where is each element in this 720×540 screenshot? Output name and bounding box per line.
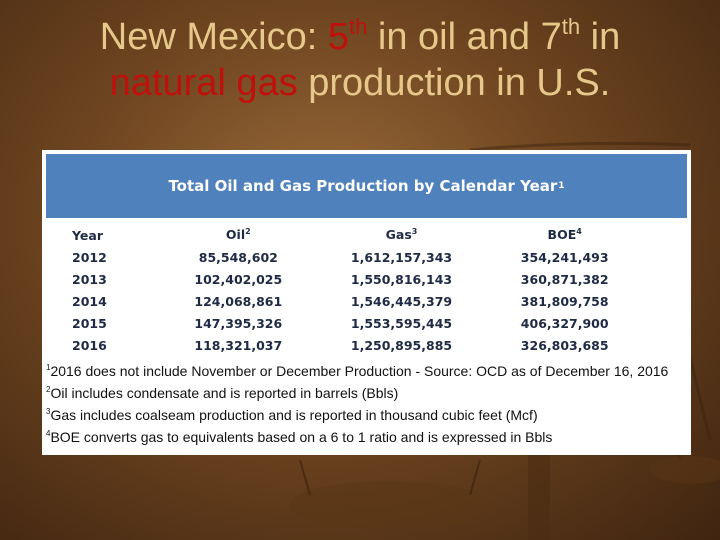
cell-year: 2014: [72, 293, 107, 309]
table-row: 2014 124,068,861 1,546,445,379 381,809,7…: [46, 290, 646, 312]
cell-boe: 360,871,382: [520, 271, 609, 287]
cell-year: 2013: [72, 271, 107, 287]
footnote-4: 4BOE converts gas to equivalents based o…: [46, 429, 553, 445]
cell-gas: 1,550,816,143: [350, 271, 453, 287]
title-text-4: production in U.S.: [297, 62, 611, 104]
cell-gas: 1,553,595,445: [350, 315, 453, 331]
title-highlight-natural-gas: natural gas: [109, 62, 298, 104]
cell-gas: 1,250,895,885: [350, 337, 453, 353]
cell-boe: 326,803,685: [520, 337, 609, 353]
cell-boe: 381,809,758: [520, 293, 609, 309]
footnote-3: 3Gas includes coalseam production and is…: [46, 407, 538, 423]
cell-year: 2012: [72, 249, 107, 265]
footnote-2: 2Oil includes condensate and is reported…: [46, 385, 399, 401]
title-text-1: New Mexico:: [99, 16, 328, 58]
column-header-oil: Oil2: [225, 227, 251, 243]
cell-year: 2016: [72, 337, 107, 353]
table-heading-footnote-ref: 1: [558, 181, 565, 191]
cell-oil: 124,068,861: [194, 293, 283, 309]
table-heading: Total Oil and Gas Production by Calendar…: [46, 154, 687, 218]
footnote-1: 12016 does not include November or Decem…: [46, 363, 669, 379]
production-table: Year Oil2 Gas3 BOE4 2012 85,548,602 1,61…: [46, 224, 646, 356]
table-row: 2015 147,395,326 1,553,595,445 406,327,9…: [46, 312, 646, 334]
title-text-3: in: [580, 16, 621, 58]
table-row: 2016 118,321,037 1,250,895,885 326,803,6…: [46, 334, 646, 356]
cell-boe: 354,241,493: [520, 249, 609, 265]
production-table-panel: Total Oil and Gas Production by Calendar…: [42, 150, 691, 455]
cell-year: 2015: [72, 315, 107, 331]
column-header-year: Year: [72, 227, 103, 243]
title-rank-oil-suffix: th: [348, 14, 368, 39]
footnotes: 12016 does not include November or Decem…: [46, 360, 691, 448]
title-text-2: in oil and 7: [367, 16, 562, 58]
cell-gas: 1,612,157,343: [350, 249, 453, 265]
cell-boe: 406,327,900: [520, 315, 609, 331]
table-row: 2013 102,402,025 1,550,816,143 360,871,3…: [46, 268, 646, 290]
slide-title: New Mexico: 5th in oil and 7th in natura…: [0, 14, 720, 106]
table-header-row: Year Oil2 Gas3 BOE4: [46, 224, 646, 246]
title-rank-gas-suffix: th: [561, 14, 581, 39]
cell-oil: 85,548,602: [198, 249, 278, 265]
cell-oil: 118,321,037: [194, 337, 283, 353]
table-row: 2012 85,548,602 1,612,157,343 354,241,49…: [46, 246, 646, 268]
cell-oil: 147,395,326: [194, 315, 283, 331]
cell-gas: 1,546,445,379: [350, 293, 453, 309]
column-header-gas: Gas3: [385, 227, 418, 243]
column-header-boe: BOE4: [547, 227, 582, 243]
slide-title-line-2: natural gas production in U.S.: [0, 60, 720, 106]
slide-title-line-1: New Mexico: 5th in oil and 7th in: [0, 14, 720, 60]
title-rank-oil: 5: [327, 16, 349, 58]
cell-oil: 102,402,025: [194, 271, 283, 287]
table-heading-text: Total Oil and Gas Production by Calendar…: [168, 177, 558, 195]
